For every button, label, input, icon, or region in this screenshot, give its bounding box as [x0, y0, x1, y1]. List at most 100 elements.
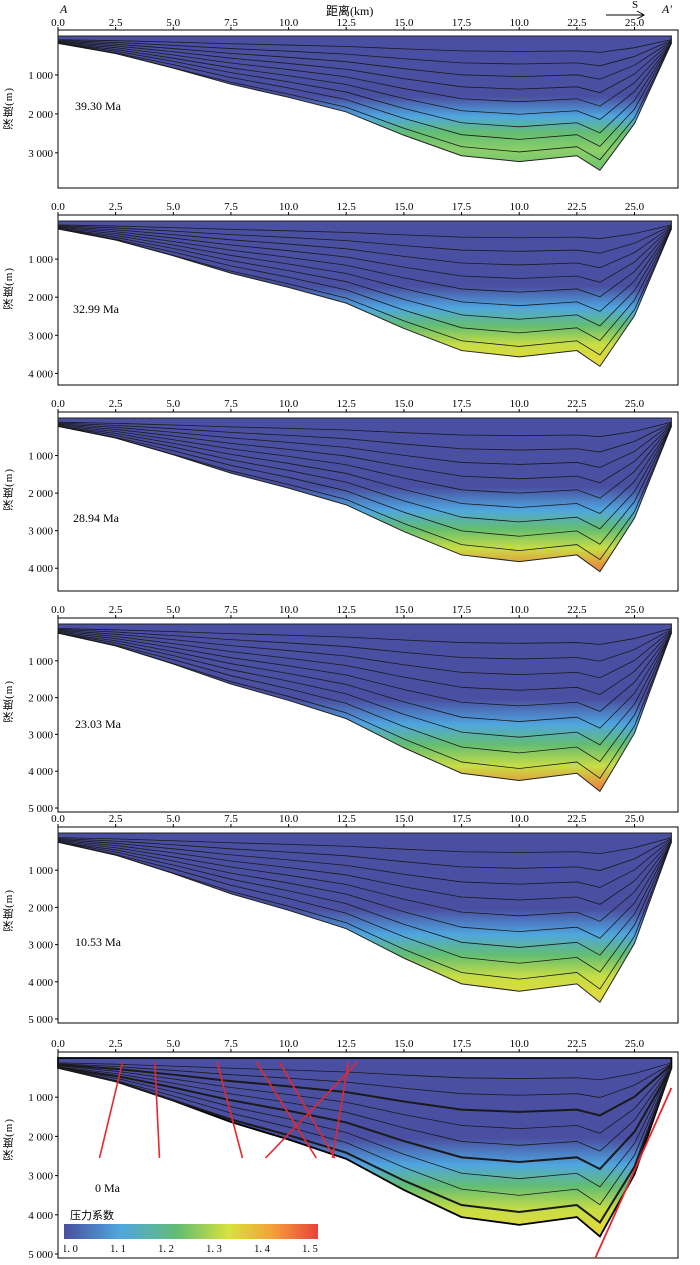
- x-tick-label: 25.0: [625, 813, 645, 825]
- stratum-line: [57, 419, 672, 453]
- fault-line: [255, 1061, 317, 1159]
- x-tick-label: 15.0: [394, 1038, 414, 1050]
- x-tick-label: 10.0: [279, 201, 299, 213]
- x-tick-label: 25.0: [625, 604, 645, 616]
- stratum-line: [57, 37, 672, 67]
- x-axis-title: 距离(km): [326, 4, 374, 18]
- legend-tick-label: 1. 1: [110, 1244, 126, 1255]
- age-label: 39.30 Ma: [75, 99, 122, 113]
- legend-tick-label: 1. 4: [254, 1244, 271, 1255]
- y-tick-label: 2 000: [28, 693, 53, 705]
- stratum-line: [57, 1065, 672, 1188]
- x-tick-label: 2.5: [109, 1038, 123, 1050]
- x-tick-label: 2.5: [109, 813, 123, 825]
- stratum-line: [57, 1064, 673, 1171]
- stratum-line: [57, 424, 672, 530]
- stratum-line: [57, 221, 672, 240]
- cross-section-plot: 1 000 2 000 3 000 39.30 Ma: [28, 27, 679, 189]
- x-tick-label: 12.5: [337, 17, 357, 29]
- fault-line: [154, 1061, 161, 1159]
- x-tick-label: 7.5: [224, 17, 238, 29]
- direction-arrow-icon: [606, 10, 646, 19]
- stratum-line: [57, 222, 672, 254]
- stratum-line: [57, 837, 672, 922]
- stratum-line: [57, 627, 672, 696]
- x-tick-label: 17.5: [452, 201, 472, 213]
- section-panel: 深度(m) 0.0 2.5 5.0 7.5 10.0 12.5 15.0 17.5 10.0 22.…: [0, 1030, 700, 1262]
- x-tick-label: 22.5: [567, 17, 587, 29]
- direction-label: S: [632, 0, 639, 11]
- x-tick-label: 25.0: [625, 1038, 645, 1050]
- x-tick-label: 17.5: [452, 1038, 472, 1050]
- stratum-line: [57, 838, 672, 939]
- x-tick-label: 2.5: [109, 17, 123, 29]
- stratum-line: [57, 39, 672, 94]
- x-tick-label: 22.5: [567, 1038, 587, 1050]
- y-tick-label: 1 000: [28, 70, 53, 82]
- stratum-line: [57, 39, 672, 107]
- stratum-line: [57, 42, 672, 161]
- x-tick-label: 10.0: [510, 813, 530, 825]
- y-tick-label: 1 000: [28, 451, 53, 463]
- age-label: 32.99 Ma: [73, 302, 120, 316]
- y-tick-label: 4 000: [28, 368, 53, 380]
- x-tick-label: 7.5: [224, 1038, 238, 1050]
- x-tick-label: 5.0: [166, 398, 180, 410]
- stratum-line: [57, 834, 672, 871]
- y-tick-label: 4 000: [28, 1210, 53, 1222]
- legend-colorbar: [64, 1224, 318, 1239]
- stratum-line: [57, 629, 672, 729]
- x-tick-label: 0.0: [51, 17, 65, 29]
- stratum-line: [57, 1066, 672, 1206]
- x-tick-label: 22.5: [567, 398, 587, 410]
- stratum-line: [57, 225, 672, 298]
- stratum-line: [57, 423, 672, 514]
- x-tick-label: 10.0: [510, 604, 530, 616]
- x-tick-label: 12.5: [337, 398, 357, 410]
- stratum-line: [57, 225, 672, 312]
- age-label: 23.03 Ma: [75, 717, 122, 731]
- x-tick-label: 5.0: [166, 1038, 180, 1050]
- y-tick-label: 5 000: [28, 1249, 53, 1261]
- y-tick-label: 4 000: [28, 563, 53, 575]
- section-end-label: A′: [662, 2, 672, 16]
- fault-line: [216, 1061, 244, 1159]
- y-tick-label: 3 000: [28, 729, 53, 741]
- fault-line: [264, 1061, 359, 1159]
- y-tick-label: 5 000: [28, 803, 53, 815]
- x-tick-label: 5.0: [166, 201, 180, 213]
- y-tick-label: 3 000: [28, 148, 53, 160]
- x-tick-label: 10.0: [279, 398, 299, 410]
- x-tick-label: 10.0: [510, 398, 530, 410]
- x-tick-label: 17.5: [452, 604, 472, 616]
- x-tick-label: 7.5: [224, 201, 238, 213]
- x-tick-label: 12.5: [337, 813, 357, 825]
- x-tick-label: 10.0: [279, 813, 299, 825]
- age-label: 0 Ma: [95, 1181, 121, 1195]
- stratum-line: [57, 1066, 673, 1224]
- x-tick-label: 17.5: [452, 17, 472, 29]
- cross-section-plot: 0.0 2.5 5.0 7.5 10.0 12.5 15.0 17.5 10.0 22.5 25.0…: [28, 398, 679, 592]
- stratum-line: [57, 424, 672, 545]
- stratum-line: [57, 632, 672, 779]
- y-tick-label: 4 000: [28, 977, 53, 989]
- x-tick-label: 22.5: [567, 604, 587, 616]
- stratum-line: [57, 1059, 672, 1081]
- stratum-line: [57, 36, 672, 53]
- stratum-line: [57, 625, 672, 662]
- age-label: 28.94 Ma: [73, 511, 120, 525]
- x-tick-label: 22.5: [567, 201, 587, 213]
- x-tick-label: 10.0: [510, 1038, 530, 1050]
- stratum-line: [57, 224, 672, 283]
- x-tick-label: 0.0: [51, 1038, 65, 1050]
- x-tick-label: 15.0: [394, 201, 414, 213]
- legend-tick-label: 1. 2: [158, 1244, 174, 1255]
- y-tick-label: 4 000: [28, 766, 53, 778]
- stratum-line: [57, 227, 672, 341]
- y-tick-label: 2 000: [28, 488, 53, 500]
- stratum-line: [57, 1062, 672, 1134]
- stratum-line: [57, 418, 672, 438]
- stratum-line: [57, 624, 672, 645]
- legend-tick-label: 1. 0: [64, 1244, 78, 1255]
- x-tick-label: 10.0: [279, 1038, 299, 1050]
